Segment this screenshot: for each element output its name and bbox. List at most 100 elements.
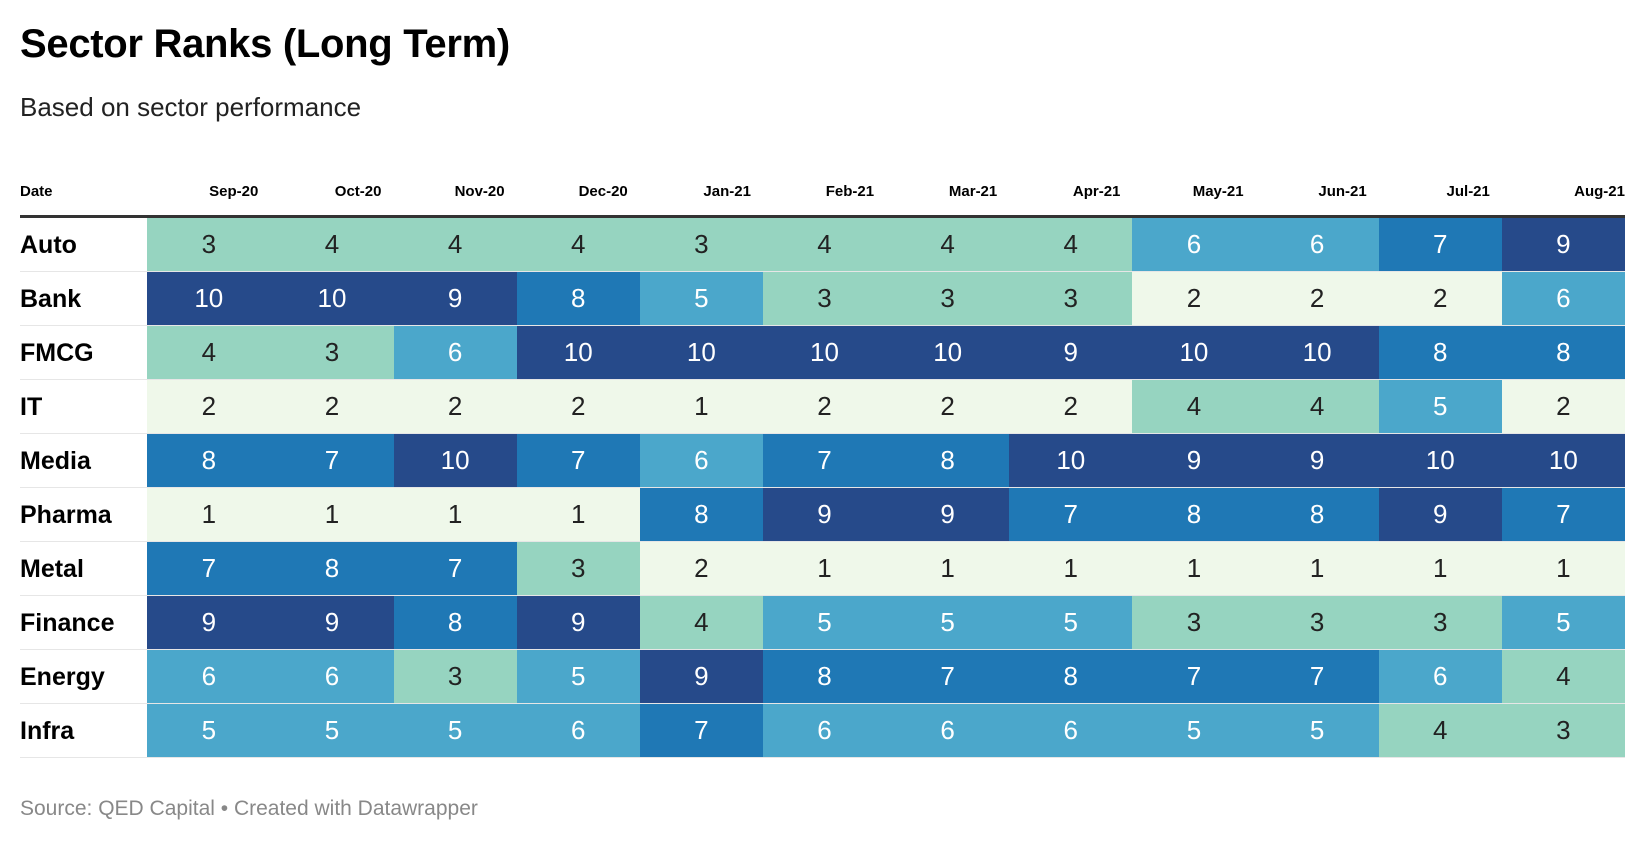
table-row: Finance 9 9 8 9 4 5 5 5 3 3 3 5 [20, 596, 1625, 650]
heat-cell: 4 [1255, 380, 1379, 433]
heat-cell: 5 [393, 704, 517, 757]
heat-cell: 6 [270, 650, 394, 703]
heat-cell: 4 [393, 218, 517, 271]
heat-cell: 2 [393, 380, 517, 433]
table-row: Metal 7 8 7 3 2 1 1 1 1 1 1 1 [20, 542, 1625, 596]
heat-cell: 7 [762, 434, 887, 487]
heat-cell: 2 [886, 380, 1010, 433]
heat-cell: 7 [1009, 488, 1133, 541]
table-row: Energy 6 6 3 5 9 8 7 8 7 7 6 4 [20, 650, 1625, 704]
heat-cell: 5 [762, 596, 887, 649]
heat-cell: 6 [147, 650, 271, 703]
heat-cell: 9 [1255, 434, 1379, 487]
heat-cell: 10 [886, 326, 1010, 379]
heat-cell: 3 [1378, 596, 1502, 649]
column-header: Nov-20 [454, 183, 505, 200]
heat-cell: 10 [1255, 326, 1379, 379]
heat-cell: 6 [762, 704, 887, 757]
heat-cell: 7 [639, 704, 763, 757]
heat-cell: 10 [516, 326, 640, 379]
heat-cell: 10 [1378, 434, 1502, 487]
heat-cell: 7 [1255, 650, 1379, 703]
heat-cell: 6 [1378, 650, 1502, 703]
heat-cell: 3 [762, 272, 887, 325]
table-row: Media 8 7 10 7 6 7 8 10 9 9 10 10 [20, 434, 1625, 488]
heat-cell: 5 [147, 704, 271, 757]
column-header: Dec-20 [578, 183, 628, 200]
heat-cell: 4 [270, 218, 394, 271]
column-header: Aug-21 [1574, 183, 1625, 200]
row-label: IT [20, 393, 43, 421]
heat-cell: 10 [762, 326, 887, 379]
heat-cell: 9 [393, 272, 517, 325]
heat-cell: 5 [1132, 704, 1256, 757]
heat-cell: 3 [270, 326, 394, 379]
heat-cell: 1 [1255, 542, 1379, 595]
heat-cell: 3 [639, 218, 763, 271]
row-label: Auto [20, 231, 77, 259]
table-row: Auto 3 4 4 4 3 4 4 4 6 6 7 9 [20, 218, 1625, 272]
chart-subtitle: Based on sector performance [20, 92, 362, 122]
heat-cell: 6 [886, 704, 1010, 757]
heat-cell: 4 [147, 326, 271, 379]
chart-title: Sector Ranks (Long Term) [20, 22, 510, 66]
heat-cell: 2 [1255, 272, 1379, 325]
table-row: Infra 5 5 5 6 7 6 6 6 5 5 4 3 [20, 704, 1625, 758]
heat-cell: 2 [270, 380, 394, 433]
heat-cell: 1 [1501, 542, 1625, 595]
heat-cell: 1 [1009, 542, 1133, 595]
heat-cell: 2 [1378, 272, 1502, 325]
row-label: Pharma [20, 501, 112, 529]
heat-cell: 9 [1501, 218, 1625, 271]
heat-cell: 3 [1255, 596, 1379, 649]
table-row: Pharma 1 1 1 1 8 9 9 7 8 8 9 7 [20, 488, 1625, 542]
heat-cell: 5 [1378, 380, 1502, 433]
heat-cell: 10 [1009, 434, 1133, 487]
heat-cell: 7 [147, 542, 271, 595]
heat-cell: 3 [1501, 704, 1625, 757]
row-label: FMCG [20, 339, 94, 367]
heat-cell: 8 [886, 434, 1010, 487]
heat-cell: 8 [393, 596, 517, 649]
table-row: IT 2 2 2 2 1 2 2 2 4 4 5 2 [20, 380, 1625, 434]
column-header: Oct-20 [334, 183, 382, 200]
heat-cell: 4 [886, 218, 1010, 271]
heat-cell: 8 [270, 542, 394, 595]
row-header-label: Date [20, 183, 53, 200]
heat-cell: 2 [762, 380, 887, 433]
heat-cell: 1 [886, 542, 1010, 595]
row-label: Metal [20, 555, 84, 583]
heat-cell: 3 [516, 542, 640, 595]
heat-cell: 1 [639, 380, 763, 433]
table-row: FMCG 4 3 6 10 10 10 10 9 10 10 8 8 [20, 326, 1625, 380]
heat-cell: 10 [1132, 326, 1256, 379]
heat-cell: 10 [270, 272, 394, 325]
heat-cell: 8 [516, 272, 640, 325]
column-header: Jun-21 [1318, 183, 1367, 200]
heat-cell: 6 [516, 704, 640, 757]
table-header-row: Date Sep-20 Oct-20 Nov-20 Dec-20 Jan-21 Feb-2… [20, 168, 1625, 218]
heat-cell: 1 [270, 488, 394, 541]
heat-cell: 7 [1378, 218, 1502, 271]
heat-cell: 4 [1009, 218, 1133, 271]
source-footer: Source: QED Capital • Created with Dataw… [20, 797, 478, 820]
heat-cell: 5 [639, 272, 763, 325]
heat-cell: 1 [147, 488, 271, 541]
heat-cell: 5 [1255, 704, 1379, 757]
heat-cell: 7 [393, 542, 517, 595]
column-header: Apr-21 [1072, 183, 1121, 200]
heat-cell: 8 [762, 650, 887, 703]
column-header: Mar-21 [948, 183, 998, 200]
heat-cell: 1 [393, 488, 517, 541]
row-label: Media [20, 447, 91, 475]
heat-cell: 5 [516, 650, 640, 703]
table-row: Bank 10 10 9 8 5 3 3 3 2 2 2 6 [20, 272, 1625, 326]
row-label: Bank [20, 285, 82, 313]
heat-cell: 3 [1132, 596, 1256, 649]
heat-cell: 8 [1009, 650, 1133, 703]
heat-cell: 8 [1378, 326, 1502, 379]
heat-cell: 9 [886, 488, 1010, 541]
column-header: Jan-21 [703, 183, 751, 200]
heat-cell: 2 [516, 380, 640, 433]
heat-cell: 4 [762, 218, 887, 271]
